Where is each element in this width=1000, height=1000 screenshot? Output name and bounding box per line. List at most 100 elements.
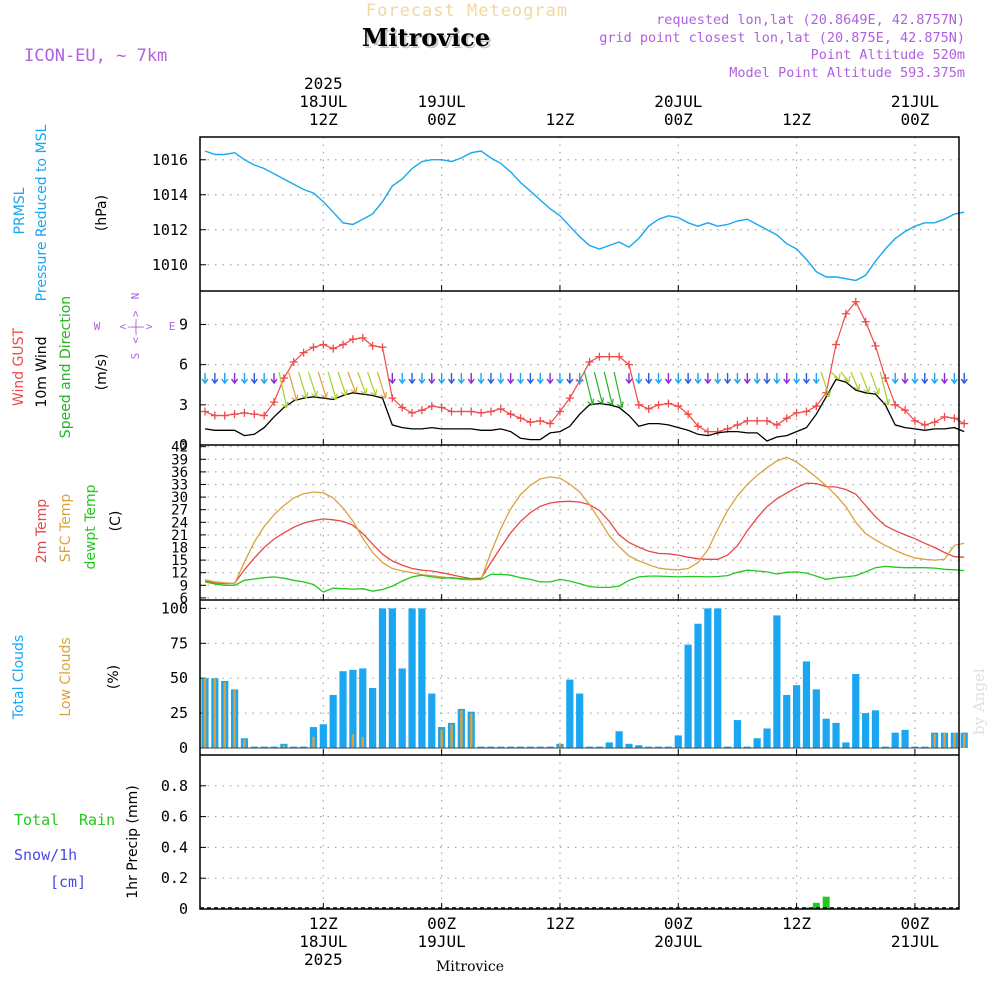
bar-low-clouds <box>470 713 473 749</box>
pressure-ytick-label: 1012 <box>152 221 188 239</box>
bar-total-clouds <box>654 746 663 749</box>
bar-total-clouds <box>871 710 880 749</box>
wind-direction-arrow <box>802 373 811 385</box>
temp-ytick-label: 42 <box>171 440 188 456</box>
wind-direction-arrow <box>457 373 465 385</box>
wind-direction-arrowhead <box>291 394 299 402</box>
wind-direction-arrowhead <box>883 398 890 406</box>
wind-gust-point <box>664 399 673 408</box>
pressure-unit: (hPa) <box>94 195 110 231</box>
precip-snow-label: Snow/1h <box>14 846 77 864</box>
bar-low-clouds <box>450 724 453 749</box>
bar-low-clouds <box>558 743 562 749</box>
wind-ytick-label: 6 <box>179 356 188 374</box>
wind-gust-point <box>910 416 919 425</box>
wind-direction-arrow <box>850 371 860 391</box>
wind-direction-arrow <box>593 371 603 404</box>
bar-total-clouds <box>664 746 673 749</box>
bar-total-clouds <box>743 746 751 749</box>
time-label-bottom: 12Z <box>309 914 338 933</box>
bar-low-clouds <box>233 689 236 749</box>
wind-gust-point <box>270 398 279 407</box>
wind-direction-arrow <box>613 371 623 408</box>
bar-total-clouds <box>566 679 574 749</box>
wind-gust-point <box>753 416 762 425</box>
wind-direction-arrow <box>603 371 613 405</box>
wind-direction-arrow <box>645 373 653 385</box>
bar-total-clouds <box>260 746 268 749</box>
clouds-ytick-label: 100 <box>161 599 188 617</box>
wind-direction-arrowhead <box>360 388 368 395</box>
wind-gust-point <box>457 407 466 416</box>
wind-gust-point <box>210 411 219 420</box>
wind-direction-arrowhead <box>873 388 881 395</box>
wind-gust-point <box>703 427 712 436</box>
bar-total-clouds <box>793 685 801 749</box>
wind-direction-arrow <box>418 373 426 385</box>
bar-total-clouds <box>526 746 534 749</box>
clouds-ytick-label: 25 <box>170 704 188 722</box>
wind-gust-point <box>802 407 811 416</box>
wind-gust-point <box>368 341 377 350</box>
wind-direction-arrow <box>516 373 525 385</box>
bar-total-clouds <box>477 746 485 749</box>
temp-ytick-label: 27 <box>171 503 188 519</box>
time-label-bottom: 00Z <box>664 914 693 933</box>
wind-direction-arrow <box>357 371 367 395</box>
bar-total-clouds <box>645 746 653 749</box>
wind-gust-point <box>654 400 663 409</box>
wind-gust-point <box>634 400 643 409</box>
wind-direction-arrow <box>250 373 258 385</box>
bar-total-clouds <box>595 746 603 749</box>
wind-direction-arrow <box>931 373 939 385</box>
wind-direction-arrowhead <box>301 392 309 399</box>
time-label-top: 12Z <box>309 110 338 129</box>
info-point-altitude: Point Altitude 520m <box>811 47 965 63</box>
location-title-shadow: Mitrovice <box>364 25 492 54</box>
time-label-bottom: 00Z <box>427 914 456 933</box>
wind-gust-point <box>615 352 624 361</box>
bar-total-clouds <box>852 674 860 749</box>
temp-2m-label: 2m Temp <box>34 499 50 563</box>
wind-direction-arrow <box>307 371 318 397</box>
wind-direction-arrow <box>684 373 692 385</box>
series-line-2m-temp <box>204 482 965 585</box>
wind-direction-arrow <box>288 371 298 401</box>
wind-gust-point <box>279 374 288 383</box>
wind-ytick-label: 3 <box>179 396 188 414</box>
wind-ytick-label: 9 <box>179 315 188 333</box>
temp-ytick-label: 12 <box>171 566 188 582</box>
wind-gust-point <box>960 419 969 428</box>
info-requested: requested lon,lat (20.8649E, 42.8757N) <box>656 12 965 28</box>
time-label-bottom: 12Z <box>782 914 811 933</box>
wind-gust-point <box>348 335 357 344</box>
bar-total-clouds <box>901 729 909 749</box>
wind-gust-point <box>250 410 259 419</box>
wind-direction-arrow <box>674 373 682 385</box>
wind-direction-arrow <box>840 371 850 383</box>
precip-unit: 1hr Precip (mm) <box>125 785 141 898</box>
precip-ytick-label: 0.6 <box>161 808 188 826</box>
wind-gust-point <box>417 406 426 415</box>
wind-direction-arrowhead <box>321 392 328 399</box>
wind-direction-arrow <box>278 371 288 408</box>
bar-total-clouds <box>388 608 396 749</box>
bar-total-clouds <box>635 745 643 749</box>
bar-total-clouds <box>684 644 692 749</box>
wind-direction-arrow <box>347 371 357 393</box>
bar-total-clouds <box>507 746 515 749</box>
wind-direction-arrow <box>901 373 909 385</box>
bar-low-clouds <box>213 678 217 749</box>
time-label-top: 00Z <box>427 110 456 129</box>
wind-gust-point <box>555 407 564 416</box>
wind-direction-arrowhead <box>380 392 388 399</box>
wind-direction-arrowhead <box>370 389 378 396</box>
wind-direction-arrow <box>694 373 702 385</box>
footer-location: Mitrovice <box>436 959 504 975</box>
wind-direction-arrow <box>487 373 495 385</box>
bar-low-clouds <box>282 745 286 749</box>
bar-total-clouds <box>753 738 761 749</box>
wind-direction-arrowhead <box>311 390 319 398</box>
wind-direction-arrowhead <box>350 386 358 394</box>
wind-gust-point <box>388 394 397 403</box>
